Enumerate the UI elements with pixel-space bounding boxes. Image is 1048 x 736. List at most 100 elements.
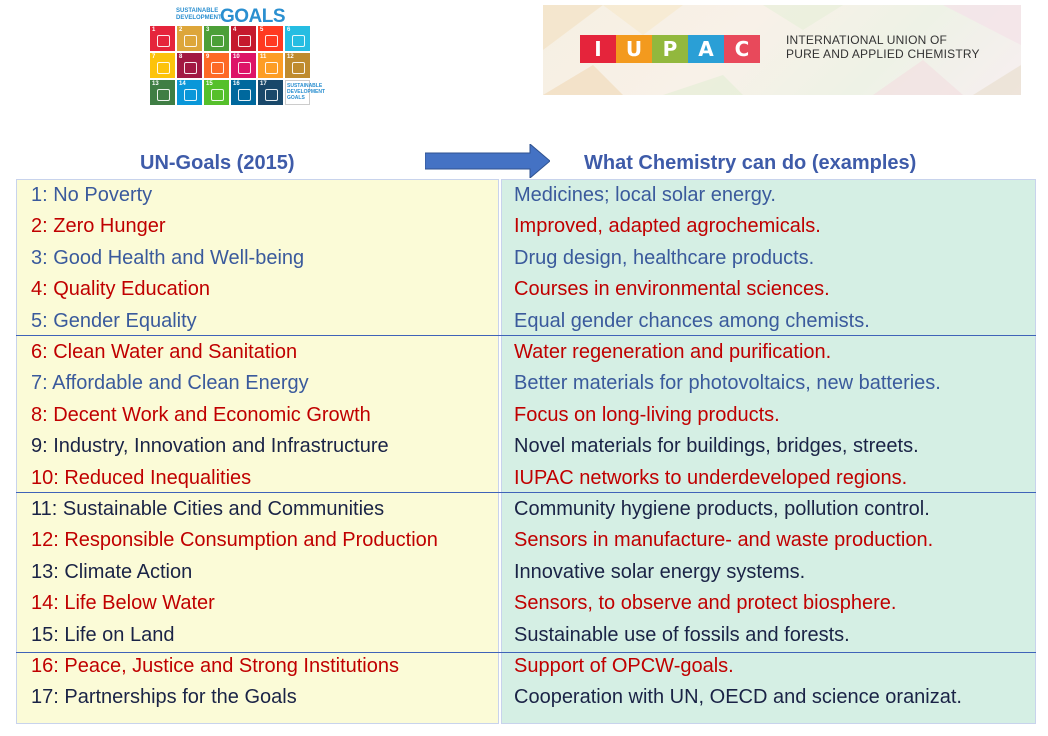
chemistry-cell: Equal gender chances among chemists. <box>514 309 870 332</box>
iupac-letter: C <box>724 35 760 63</box>
sdg-tile-number: 10 <box>233 54 240 60</box>
sdg-tile: 1 <box>150 26 175 51</box>
goal-cell: 3: Good Health and Well-being <box>31 246 305 269</box>
table-row: 11: Sustainable Cities and Communities Co… <box>16 494 1036 525</box>
goal-cell: 5: Gender Equality <box>31 309 197 332</box>
table-row: 16: Peace, Justice and Strong Institutio… <box>16 651 1036 682</box>
sdg-tile-number: 16 <box>233 81 240 87</box>
sdg-tile: 2 <box>177 26 202 51</box>
sdg-tile: 4 <box>231 26 256 51</box>
sdg-tile-number: 12 <box>287 54 294 60</box>
table-row: 8: Decent Work and Economic Growth Focus … <box>16 400 1036 431</box>
chemistry-cell: Sensors in manufacture- and waste produc… <box>514 529 934 552</box>
chemistry-cell: Community hygiene products, pollution co… <box>514 498 930 520</box>
chemistry-cell: Drug design, healthcare products. <box>514 246 815 269</box>
chemistry-cell: Medicines; local solar energy. <box>514 184 776 206</box>
sdg-tile-grid: 1 2 3 4 5 6 7 8 9 10 11 12 13 14 15 16 17 SUSTAINABLE DEV… <box>150 26 326 105</box>
table-row: 6: Clean Water and Sanitation Water regen… <box>16 337 1036 368</box>
goal-cell: 1: No Poverty <box>31 184 153 206</box>
iupac-letter: I <box>580 35 616 63</box>
un-goals-header: UN-Goals (2015) <box>140 152 295 174</box>
iupac-name-line1: INTERNATIONAL UNION OF <box>786 33 948 47</box>
iupac-name-line2: PURE AND APPLIED CHEMISTRY <box>786 47 980 61</box>
table-row: 15: Life on Land Sustainable use of fossi… <box>16 620 1036 651</box>
sdg-tile-number: 11 <box>260 54 267 60</box>
chemistry-cell: Novel materials for buildings, bridges, … <box>514 435 919 458</box>
table-row: 17: Partnerships for the Goals Cooperatio… <box>16 682 1036 713</box>
sdg-tile: 6 <box>285 26 310 51</box>
sdg-tile-number: 3 <box>206 27 210 33</box>
goal-cell: 10: Reduced Inequalities <box>31 466 252 489</box>
goal-cell: 17: Partnerships for the Goals <box>31 686 297 709</box>
sdg-logo-small-text: SUSTAINABLE DEVELOPMENT <box>176 8 222 21</box>
chemistry-cell: Cooperation with UN, OECD and science or… <box>514 686 962 709</box>
table-row: 14: Life Below Water Sensors, to observe … <box>16 588 1036 619</box>
group-divider <box>16 335 1036 336</box>
goal-cell: 11: Sustainable Cities and Communities <box>31 498 385 520</box>
sdg-goals-tile-text: SUSTAINABLE DEVELOPMENT GOALS <box>287 83 326 101</box>
table-row: 4: Quality Education Courses in environme… <box>16 274 1036 305</box>
chemistry-cell: Better materials for photovoltaics, new … <box>514 372 941 395</box>
goal-cell: 2: Zero Hunger <box>31 215 166 238</box>
sdg-tile-number: 9 <box>206 54 210 60</box>
table-row: 10: Reduced Inequalities IUPAC networks t… <box>16 463 1036 494</box>
chemistry-cell: IUPAC networks to underdeveloped regions… <box>514 466 908 489</box>
iupac-full-name: INTERNATIONAL UNION OF PURE AND APPLIED … <box>786 33 980 61</box>
sdg-tile-number: 7 <box>152 54 156 60</box>
iupac-letter: U <box>616 35 652 63</box>
goal-cell: 15: Life on Land <box>31 623 175 646</box>
table-row: 3: Good Health and Well-being Drug design… <box>16 243 1036 274</box>
chemistry-header: What Chemistry can do (examples) <box>584 152 917 174</box>
goal-cell: 4: Quality Education <box>31 278 210 301</box>
table-row: 2: Zero Hunger Improved, adapted agrochem… <box>16 211 1036 242</box>
goal-cell: 9: Industry, Innovation and Infrastructu… <box>31 435 389 458</box>
sdg-tile: 14 <box>177 80 202 105</box>
sdg-logo-big-text: GOALS <box>220 6 286 27</box>
table-row: 9: Industry, Innovation and Infrastructu… <box>16 431 1036 462</box>
sdg-tile: 8 <box>177 53 202 78</box>
sdg-tile-number: 14 <box>179 81 186 87</box>
sdg-tile: 5 <box>258 26 283 51</box>
sdg-tile-number: 6 <box>287 27 291 33</box>
goal-cell: 12: Responsible Consumption and Producti… <box>31 529 438 552</box>
sdg-tile-number: 13 <box>152 81 159 87</box>
iupac-background-pattern <box>543 5 1021 95</box>
un-goals-column <box>16 179 499 724</box>
sdg-tile: 15 <box>204 80 229 105</box>
right-arrow-icon <box>425 144 550 178</box>
sdg-tile: 11 <box>258 53 283 78</box>
goal-cell: 7: Affordable and Clean Energy <box>31 372 309 395</box>
chemistry-cell: Sustainable use of fossils and forests. <box>514 623 850 646</box>
goal-cell: 6: Clean Water and Sanitation <box>31 341 298 363</box>
chemistry-cell: Sensors, to observe and protect biospher… <box>514 592 897 615</box>
sdg-tile: 12 <box>285 53 310 78</box>
table-row: 1: No Poverty Medicines; local solar ener… <box>16 180 1036 211</box>
sdg-tile-number: 4 <box>233 27 237 33</box>
group-divider <box>16 652 1036 653</box>
sdg-goals-tile: SUSTAINABLE DEVELOPMENT GOALS <box>285 80 326 105</box>
sdg-tile-number: 5 <box>260 27 264 33</box>
chemistry-cell: Support of OPCW-goals. <box>514 655 734 677</box>
sdg-tile: 17 <box>258 80 283 105</box>
table-row: 13: Climate Action Innovative solar energ… <box>16 557 1036 588</box>
sdg-tile: 7 <box>150 53 175 78</box>
sdg-tile-number: 8 <box>179 54 183 60</box>
sdg-tile: 10 <box>231 53 256 78</box>
table-row: 12: Responsible Consumption and Producti… <box>16 525 1036 556</box>
group-divider <box>16 492 1036 493</box>
goal-cell: 8: Decent Work and Economic Growth <box>31 403 371 426</box>
goal-cell: 14: Life Below Water <box>31 592 215 615</box>
chemistry-cell: Innovative solar energy systems. <box>514 560 806 583</box>
sdg-tile: 16 <box>231 80 256 105</box>
sdg-tile: 3 <box>204 26 229 51</box>
sdg-tile-number: 1 <box>152 27 156 33</box>
goal-cell: 13: Climate Action <box>31 560 193 583</box>
iupac-letter: P <box>652 35 688 63</box>
sdg-tile-number: 15 <box>206 81 213 87</box>
table-row: 7: Affordable and Clean Energy Better mat… <box>16 368 1036 399</box>
goals-table: 1: No Poverty Medicines; local solar ener… <box>16 179 1036 724</box>
chemistry-cell: Water regeneration and purification. <box>514 341 832 363</box>
